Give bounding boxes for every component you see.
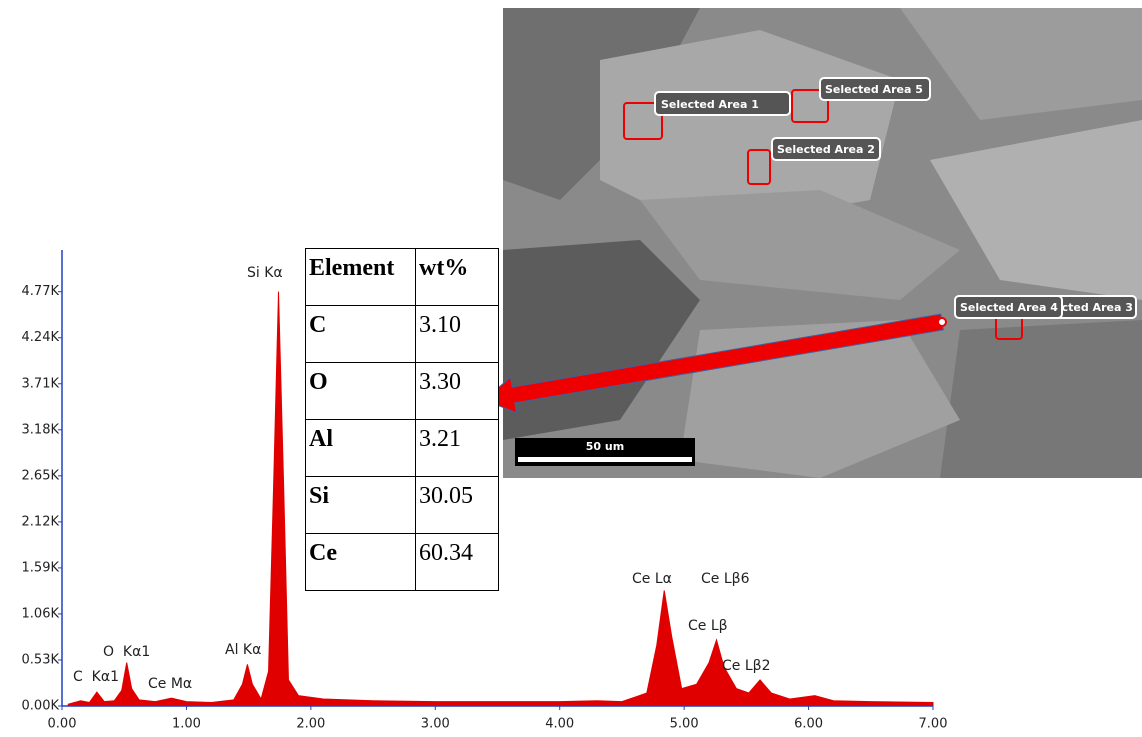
x-tick-label: 7.00	[919, 717, 948, 732]
y-tick-label: 1.59K	[22, 560, 60, 575]
peak-label: C Kα1	[73, 669, 119, 685]
peak-label: Ce Lβ2	[722, 658, 770, 674]
area-label: Selected Area 4	[960, 301, 1058, 314]
cell: 3.21	[416, 420, 499, 477]
x-tick-label: 2.00	[296, 717, 325, 732]
cell: Si	[306, 477, 416, 534]
area-label: Selected Area 1	[661, 98, 759, 111]
x-tick-label: 5.00	[670, 717, 699, 732]
peak-label: Al Kα	[225, 642, 261, 658]
x-tick-label: 6.00	[794, 717, 823, 732]
cell: O	[306, 363, 416, 420]
y-tick-label: 3.18K	[22, 422, 60, 437]
peak-label: Si Kα	[247, 265, 283, 281]
sem-image: Selected Area 3 Selected Area 1 Selected…	[503, 8, 1142, 478]
y-tick-label: 4.24K	[22, 330, 60, 345]
scale-bar-label: 50 um	[586, 440, 624, 453]
y-tick-label: 0.00K	[22, 699, 60, 714]
area-label: Selected Area 5	[825, 83, 923, 96]
table-header: wt%	[416, 249, 499, 306]
cell: Ce	[306, 534, 416, 591]
page: Selected Area 3 Selected Area 1 Selected…	[0, 0, 1142, 737]
peak-label: O Kα1	[103, 644, 150, 660]
peak-label: Ce Mα	[148, 676, 192, 692]
y-tick-label: 2.65K	[22, 468, 60, 483]
cell: 3.30	[416, 363, 499, 420]
x-tick-label: 1.00	[172, 717, 201, 732]
cell: C	[306, 306, 416, 363]
y-tick-label: 4.77K	[22, 284, 60, 299]
cell: 60.34	[416, 534, 499, 591]
y-tick-label: 0.53K	[22, 652, 60, 667]
table-header: Element	[306, 249, 416, 306]
peak-label: Ce Lβ	[688, 618, 728, 634]
cell: 3.10	[416, 306, 499, 363]
chart: Selected Area 3 Selected Area 1 Selected…	[0, 0, 1142, 737]
x-tick-label: 4.00	[545, 717, 574, 732]
y-tick-label: 2.12K	[22, 514, 60, 529]
cell: Al	[306, 420, 416, 477]
y-tick-label: 3.71K	[22, 376, 60, 391]
peak-label: Ce Lα	[632, 571, 672, 587]
cell: 30.05	[416, 477, 499, 534]
x-tick-label: 0.00	[48, 717, 77, 732]
peak-label: Ce Lβ6	[701, 571, 750, 587]
x-tick-label: 3.00	[421, 717, 450, 732]
area-label: Selected Area 2	[777, 143, 875, 156]
y-tick-label: 1.06K	[22, 606, 60, 621]
